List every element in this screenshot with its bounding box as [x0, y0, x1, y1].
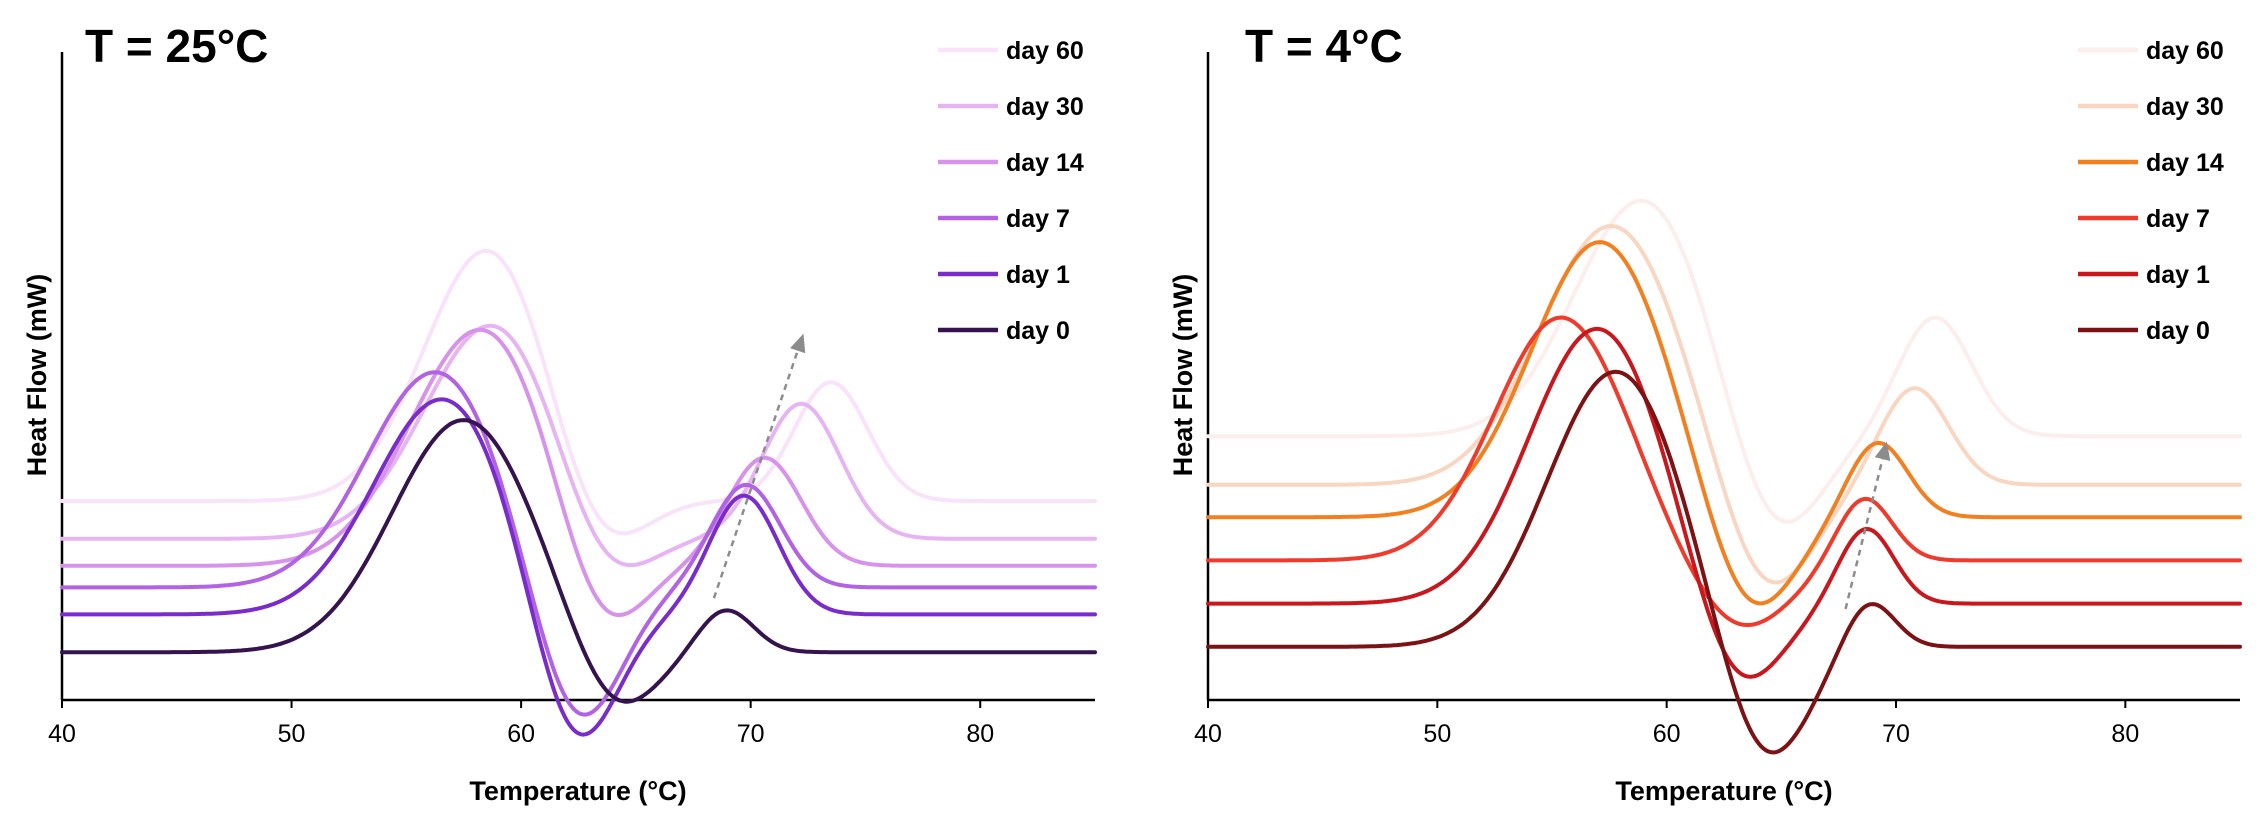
trend-arrow: [1844, 441, 1891, 610]
series-line-day-0: [60, 418, 1097, 704]
x-tick-label: 60: [1653, 720, 1681, 748]
legend-label: day 30: [1006, 93, 1084, 121]
legend-label: day 14: [2146, 149, 2224, 177]
legend-label: day 0: [1006, 317, 1070, 345]
series-line-day-30: [1206, 224, 2242, 585]
series-line-day-7: [60, 370, 1097, 717]
x-ticks: 40 50 60 70 80: [48, 700, 994, 748]
legend-label: day 7: [2146, 205, 2210, 233]
x-ticks: 40 50 60 70 80: [1194, 700, 2139, 748]
y-axis-label: Heat Flow (mW): [22, 274, 52, 477]
series-line-day-14: [1206, 240, 2242, 606]
x-tick-label: 80: [2111, 720, 2139, 748]
series-line-day-30: [60, 323, 1097, 568]
legend: day 60 day 30 day 14 day 7 day 1 day 0: [938, 37, 1084, 345]
panel-25c: T = 25°C Heat Flow (mW) Temperature (°C)…: [22, 20, 1097, 806]
series-curves: [60, 248, 1097, 737]
panel-title: T = 4°C: [1245, 20, 1403, 72]
y-axis-label: Heat Flow (mW): [1168, 274, 1198, 477]
x-axis-label: Temperature (°C): [1615, 776, 1832, 806]
x-tick-label: 40: [48, 720, 76, 748]
legend-label: day 1: [2146, 261, 2210, 289]
series-line-day-1: [60, 397, 1097, 737]
trend-arrow-head: [790, 333, 806, 354]
x-tick-label: 70: [1882, 720, 1910, 748]
legend-label: day 30: [2146, 93, 2224, 121]
x-tick-label: 60: [507, 720, 535, 748]
series-line-day-7: [1206, 315, 2242, 627]
legend-label: day 60: [2146, 37, 2224, 65]
x-tick-label: 50: [278, 720, 306, 748]
panel-4c: T = 4°C Heat Flow (mW) Temperature (°C) …: [1168, 20, 2242, 806]
trend-arrow-line: [1844, 458, 1884, 610]
panel-title: T = 25°C: [85, 20, 268, 72]
series-line-day-60: [1206, 198, 2242, 524]
x-axis-label: Temperature (°C): [469, 776, 686, 806]
x-tick-label: 50: [1423, 720, 1451, 748]
trend-arrow: [712, 333, 806, 599]
trend-arrow-head: [1874, 441, 1891, 461]
x-tick-label: 40: [1194, 720, 1222, 748]
legend-label: day 60: [1006, 37, 1084, 65]
series-line-day-14: [60, 327, 1097, 617]
series-curves: [1206, 198, 2242, 755]
legend-label: day 0: [2146, 317, 2210, 345]
series-line-day-60: [60, 248, 1097, 536]
x-tick-label: 70: [737, 720, 765, 748]
legend-label: day 14: [1006, 149, 1084, 177]
series-line-day-0: [1206, 369, 2242, 755]
legend-label: day 7: [1006, 205, 1070, 233]
legend-label: day 1: [1006, 261, 1070, 289]
x-tick-label: 80: [966, 720, 994, 748]
legend: day 60 day 30 day 14 day 7 day 1 day 0: [2078, 37, 2224, 345]
